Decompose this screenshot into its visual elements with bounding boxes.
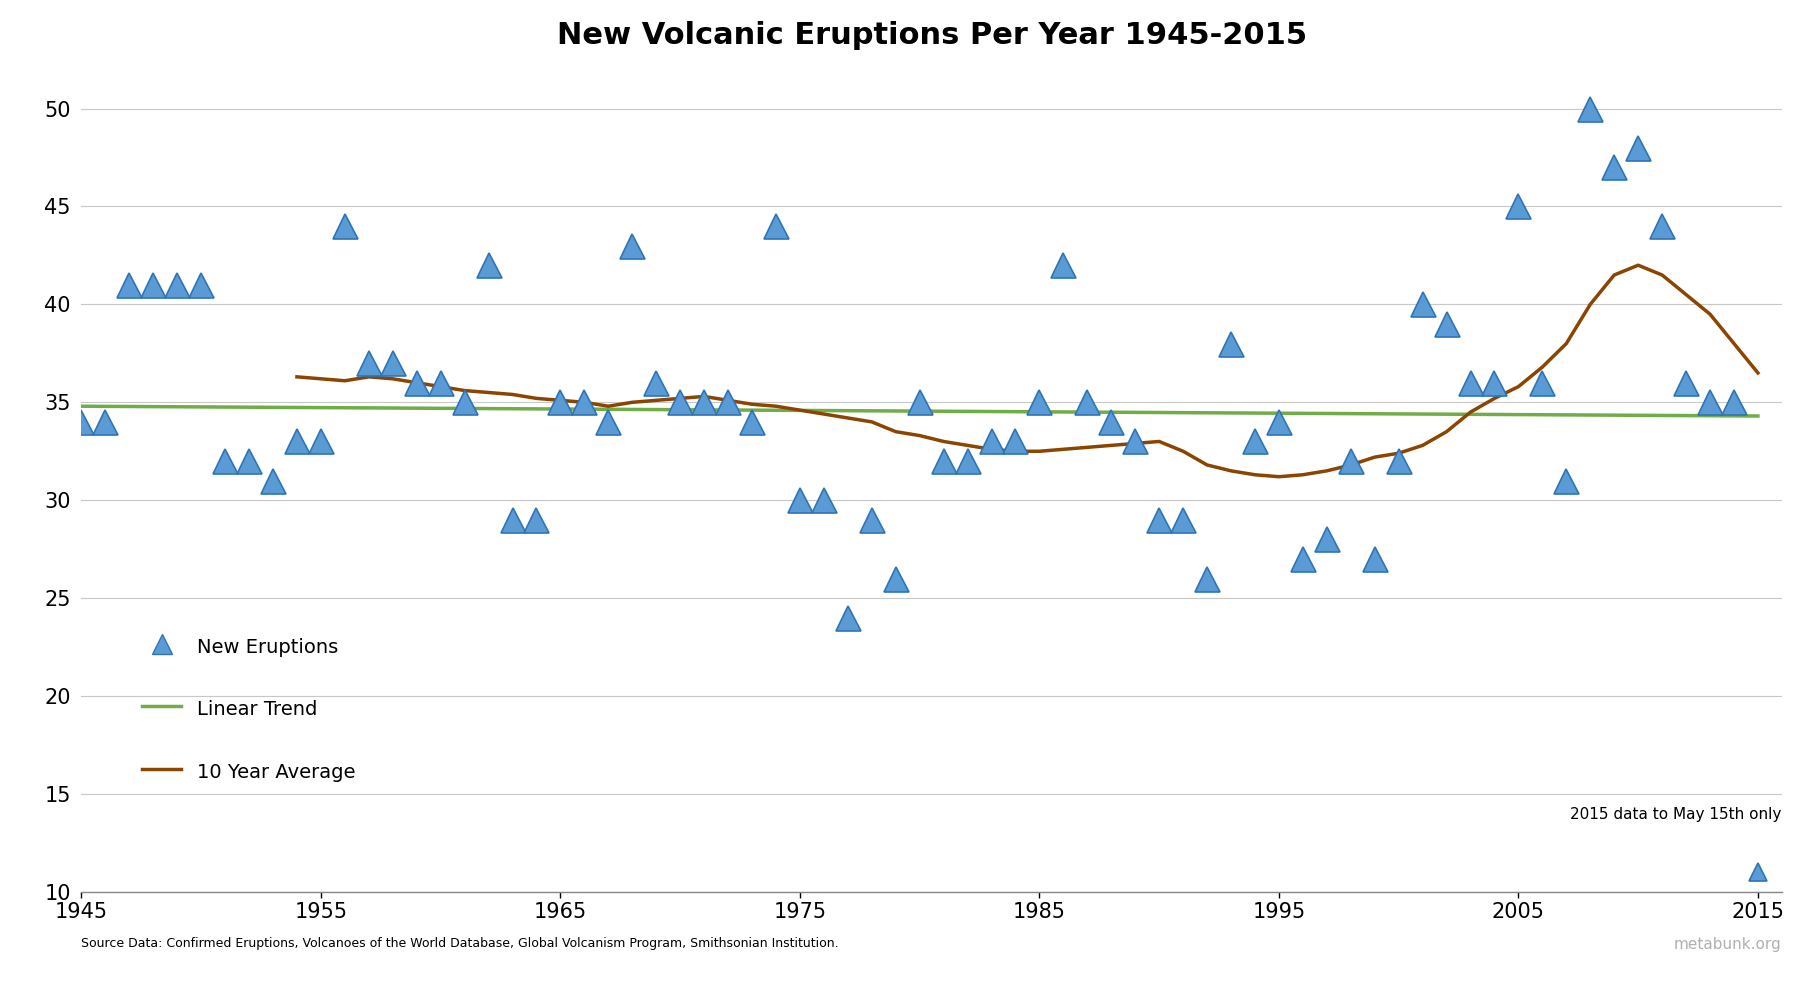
- Text: 2015 data to May 15th only: 2015 data to May 15th only: [1570, 807, 1782, 822]
- Text: Source Data: Confirmed Eruptions, Volcanoes of the World Database, Global Volcan: Source Data: Confirmed Eruptions, Volcan…: [81, 937, 839, 950]
- Title: New Volcanic Eruptions Per Year 1945-2015: New Volcanic Eruptions Per Year 1945-201…: [557, 22, 1306, 51]
- Text: metabunk.org: metabunk.org: [1673, 937, 1782, 952]
- Legend: New Eruptions, Linear Trend, 10 Year Average: New Eruptions, Linear Trend, 10 Year Ave…: [143, 634, 355, 784]
